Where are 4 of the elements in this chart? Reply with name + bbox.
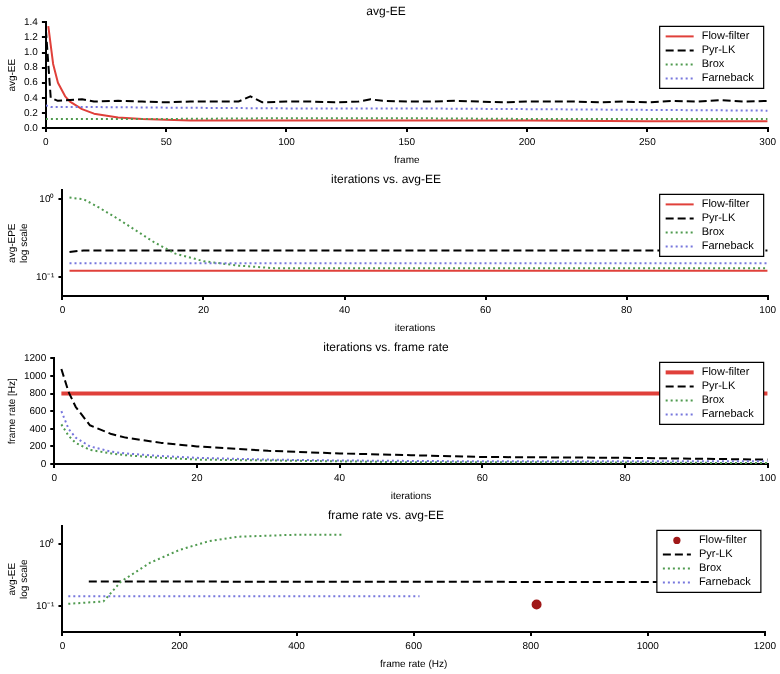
line-series (68, 196, 768, 270)
line-series (60, 410, 768, 463)
line-series (67, 533, 345, 605)
line-series (60, 423, 768, 464)
